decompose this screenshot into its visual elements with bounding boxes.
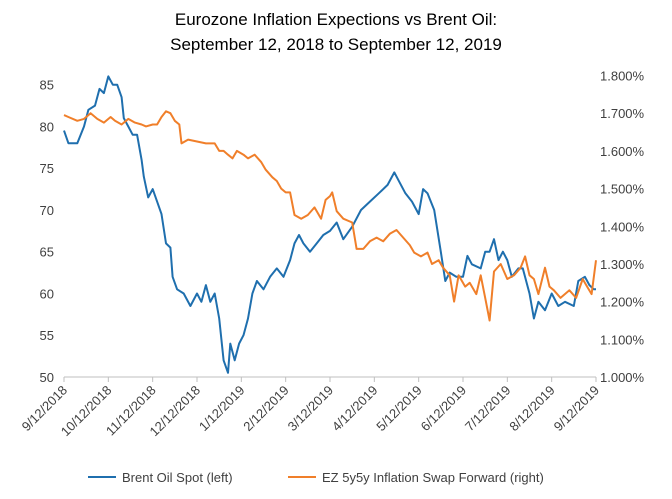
left-axis-ticks: 50 55 60 65 70 75 80 85 <box>40 78 54 385</box>
right-tick-label: 1.600% <box>600 144 645 159</box>
right-tick-label: 1.500% <box>600 182 645 197</box>
right-tick-label: 1.300% <box>600 257 645 272</box>
right-tick-label: 1.200% <box>600 295 645 310</box>
x-tick-label: 3/12/2019 <box>285 383 337 435</box>
right-tick-label: 1.100% <box>600 332 645 347</box>
left-tick-label: 50 <box>40 370 54 385</box>
right-axis-ticks: 1.000% 1.100% 1.200% 1.300% 1.400% 1.500% 1.60… <box>600 69 645 385</box>
x-tick-label: 2/12/2019 <box>240 383 292 435</box>
left-tick-label: 55 <box>40 328 54 343</box>
x-tick-label: 5/12/2019 <box>373 383 425 435</box>
right-tick-label: 1.700% <box>600 106 645 121</box>
right-tick-label: 1.000% <box>600 370 645 385</box>
x-tick-label: 1/12/2019 <box>196 383 248 435</box>
legend: Brent Oil Spot (left) EZ 5y5y Inflation S… <box>88 470 544 485</box>
chart-subtitle: September 12, 2018 to September 12, 2019 <box>170 35 502 54</box>
left-tick-label: 85 <box>40 78 54 93</box>
chart-title: Eurozone Inflation Expections vs Brent O… <box>175 10 497 29</box>
left-tick-label: 70 <box>40 203 54 218</box>
right-tick-label: 1.800% <box>600 69 645 84</box>
inflation-swap-line <box>63 110 597 322</box>
x-tick-label: 8/12/2019 <box>506 383 558 435</box>
x-tick-label: 9/12/2019 <box>551 383 603 435</box>
legend-label: EZ 5y5y Inflation Swap Forward (right) <box>322 470 544 485</box>
brent-oil-line <box>63 75 596 374</box>
left-tick-label: 80 <box>40 119 54 134</box>
left-tick-label: 75 <box>40 161 54 176</box>
left-tick-label: 65 <box>40 245 54 260</box>
legend-label: Brent Oil Spot (left) <box>122 470 233 485</box>
x-tick-label: 6/12/2019 <box>418 383 470 435</box>
series-lines <box>63 75 597 374</box>
x-tick-label: 4/12/2019 <box>329 383 381 435</box>
left-tick-label: 60 <box>40 286 54 301</box>
right-tick-label: 1.400% <box>600 219 645 234</box>
x-tick-label: 7/12/2019 <box>462 383 514 435</box>
x-axis-ticks: 9/12/201810/12/201811/12/201812/12/20181… <box>19 377 603 439</box>
